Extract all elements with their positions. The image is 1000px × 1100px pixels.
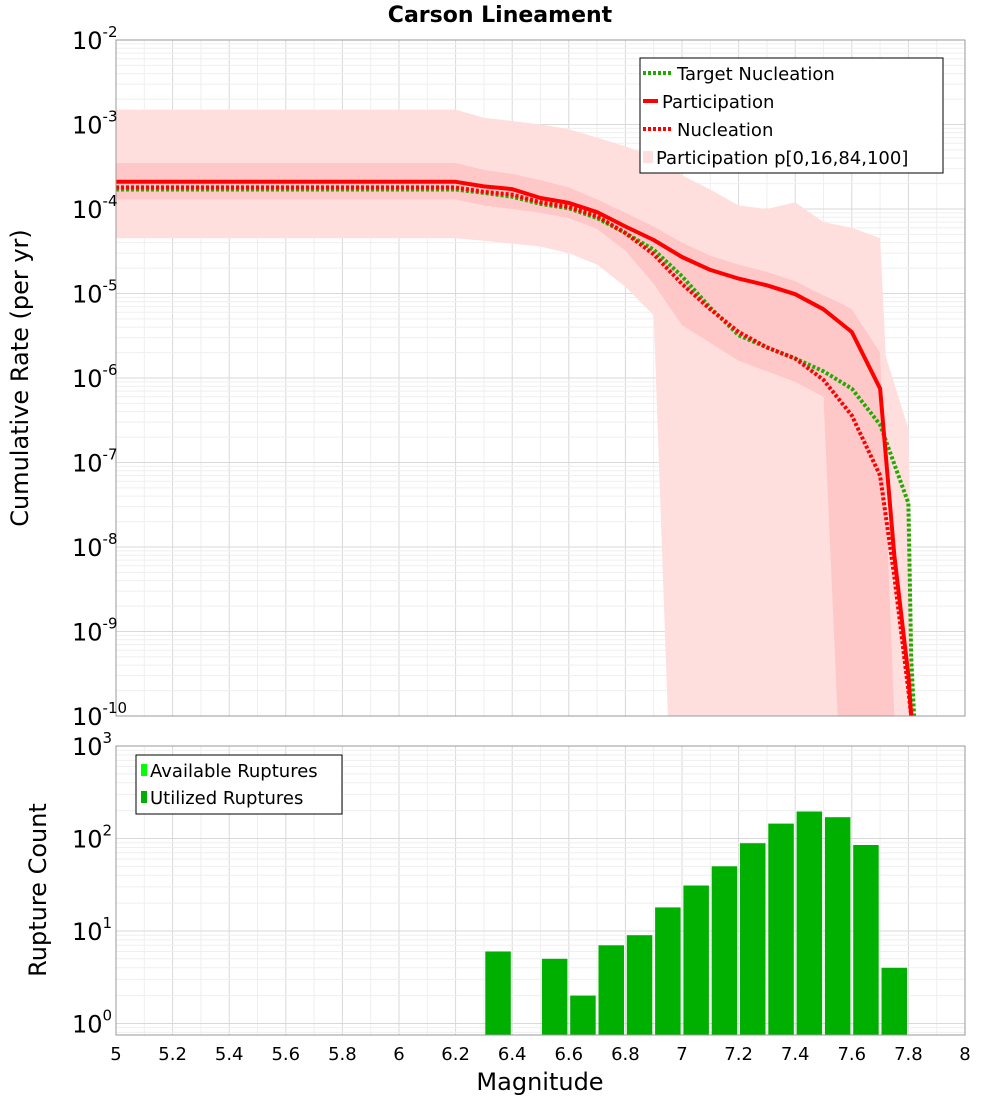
x-tick-label: 5.4 — [215, 1044, 244, 1065]
top-y-tick-label: 10-2 — [72, 23, 118, 55]
utilized-rupture-bar — [796, 811, 823, 1035]
top-plot-frame — [115, 39, 966, 717]
participation-line — [116, 179, 914, 717]
participation-band-inner — [116, 163, 895, 716]
legend-label-participation: Participation — [662, 92, 774, 113]
x-tick-label: 7.8 — [894, 1044, 923, 1065]
legend-label-nucleation: Nucleation — [677, 120, 773, 141]
x-tick-label: 7.2 — [724, 1044, 753, 1065]
x-ticks: 5 5.2 5.4 5.6 5.8 6 6.2 6.4 6.6 6.8 7 7.2 7.4 7.6 7.8 8 — [110, 1044, 970, 1065]
top-y-tick-label: 10-7 — [72, 446, 118, 478]
legend-label-participation-band: Participation p[0,16,84,100] — [656, 148, 908, 169]
utilized-rupture-bar — [570, 995, 596, 1035]
bottom-y-tick-label: 102 — [72, 821, 112, 853]
utilized-rupture-bar — [740, 843, 766, 1035]
top-y-tick-label: 10-9 — [72, 615, 118, 647]
top-y-tick-label: 10-6 — [72, 361, 118, 393]
rate-lines — [116, 179, 917, 717]
x-tick-label: 8 — [959, 1044, 970, 1065]
utilized-rupture-bar — [853, 845, 879, 1035]
top-y-tick-label: 10-10 — [72, 699, 127, 731]
x-tick-label: 6.2 — [441, 1044, 470, 1065]
rupture-count-panel: 100 101 102 103 5 5.2 5.4 5.6 5.8 6 6.2 6.4 6.6 6.8 7… — [24, 729, 971, 1096]
bottom-y-tick-label: 100 — [72, 1006, 112, 1038]
top-legend: Target Nucleation Participation Nucleati… — [639, 57, 944, 174]
utilized-rupture-bar — [881, 967, 907, 1035]
utilized-rupture-bar — [768, 823, 794, 1035]
x-tick-label: 6.6 — [554, 1044, 583, 1065]
top-y-ticks: 10-10 10-9 10-8 10-7 10-6 10-5 10-4 10-3 10-2 — [72, 23, 127, 731]
utilized-rupture-bar — [655, 907, 681, 1035]
utilized-rupture-bar — [711, 866, 738, 1035]
x-tick-label: 5 — [110, 1044, 121, 1065]
legend-label-utilized-ruptures: Utilized Ruptures — [150, 788, 303, 809]
top-y-tick-label: 10-8 — [72, 530, 118, 562]
top-y-axis-label: Cumulative Rate (per yr) — [6, 229, 34, 527]
utilized-rupture-bar — [598, 945, 624, 1035]
bottom-grid — [115, 746, 966, 1035]
top-y-tick-label: 10-3 — [72, 108, 118, 140]
bottom-y-ticks: 100 101 102 103 — [72, 729, 112, 1038]
x-tick-label: 7.4 — [781, 1044, 810, 1065]
x-tick-label: 5.2 — [158, 1044, 187, 1065]
legend-swatch-available-ruptures — [141, 764, 147, 776]
legend-swatch-participation-band — [643, 151, 653, 163]
bottom-y-axis-label: Rupture Count — [24, 803, 52, 977]
top-legend-box — [639, 57, 944, 174]
bottom-legend: Available Ruptures Utilized Ruptures — [135, 754, 343, 815]
top-y-tick-label: 10-4 — [72, 192, 118, 224]
bottom-y-tick-label: 103 — [72, 729, 112, 761]
bottom-legend-box — [135, 754, 343, 815]
x-tick-label: 7 — [676, 1044, 687, 1065]
x-tick-label: 7.6 — [837, 1044, 866, 1065]
utilized-rupture-bar — [541, 958, 568, 1035]
utilized-rupture-bar — [824, 817, 851, 1035]
utilized-rupture-bar — [683, 885, 709, 1035]
utilized-rupture-bar — [485, 951, 511, 1035]
utilized-rupture-bar — [626, 935, 653, 1035]
x-tick-label: 6.8 — [611, 1044, 640, 1065]
top-y-tick-label: 10-5 — [72, 277, 118, 309]
x-tick-label: 5.6 — [271, 1044, 300, 1065]
legend-label-available-ruptures: Available Ruptures — [150, 761, 318, 782]
x-tick-label: 5.8 — [328, 1044, 357, 1065]
x-tick-label: 6.4 — [498, 1044, 527, 1065]
participation-bands — [116, 109, 915, 717]
x-tick-label: 6 — [393, 1044, 404, 1065]
legend-label-target-nucleation: Target Nucleation — [676, 64, 835, 85]
legend-swatch-utilized-ruptures — [141, 791, 147, 803]
chart-title: Carson Lineament — [388, 3, 613, 28]
x-axis-label: Magnitude — [476, 1068, 603, 1096]
bottom-y-tick-label: 101 — [72, 914, 112, 946]
nucleation-line — [116, 185, 914, 717]
cumulative-rate-panel: 10-10 10-9 10-8 10-7 10-6 10-5 10-4 10-3 10-2 Cu… — [6, 23, 966, 731]
bottom-plot-frame — [115, 745, 966, 1036]
rupture-bars — [485, 811, 907, 1035]
